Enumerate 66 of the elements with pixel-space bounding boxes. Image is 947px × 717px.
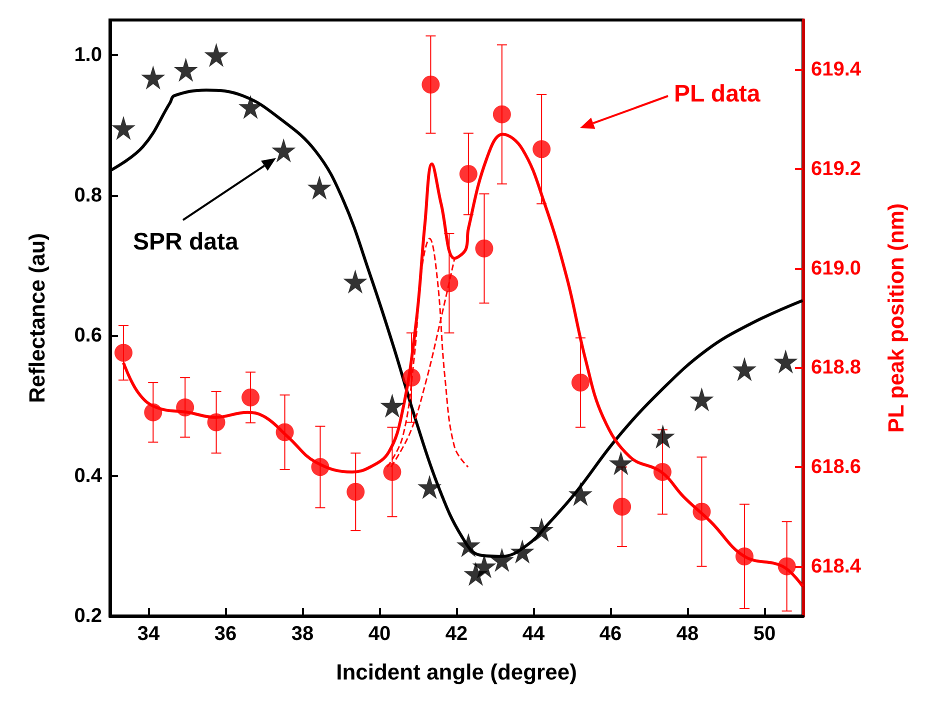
x-tick-label: 38 <box>291 623 314 645</box>
point <box>568 482 592 506</box>
point <box>272 138 296 162</box>
point <box>380 394 404 418</box>
x-tick-label: 40 <box>368 623 391 645</box>
y2-tick-label: 618.6 <box>811 456 862 478</box>
y-axis-title: Reflectance (au) <box>24 233 50 403</box>
x-tick-label: 36 <box>214 623 237 645</box>
x-tick-label: 34 <box>137 623 160 645</box>
point <box>692 502 711 521</box>
point <box>532 140 551 158</box>
point <box>111 116 136 140</box>
x-tick-label: 46 <box>599 623 622 645</box>
point <box>475 239 494 258</box>
point <box>242 388 260 406</box>
y2-tick-label: 618.8 <box>811 356 862 379</box>
point <box>207 413 226 432</box>
y2-tick-label: 619.4 <box>811 58 862 81</box>
point <box>732 357 756 382</box>
y-tick-label: 1.0 <box>74 44 102 66</box>
x-axis-title: Incident angle (degree) <box>336 660 577 684</box>
y-tick-label: 0.8 <box>74 184 102 206</box>
point <box>650 424 675 448</box>
point <box>422 76 440 94</box>
point <box>311 458 330 476</box>
point <box>774 349 798 374</box>
point <box>778 557 796 576</box>
x-tick-label: 50 <box>753 623 776 645</box>
point <box>492 105 511 124</box>
point <box>402 368 420 387</box>
point <box>276 423 294 442</box>
point <box>176 398 194 416</box>
point <box>490 548 514 572</box>
point <box>653 462 672 481</box>
y2-tick-label: 618.4 <box>811 555 862 578</box>
point <box>459 164 478 183</box>
x-tick-label: 42 <box>445 623 468 645</box>
annotation: SPR data <box>133 228 240 256</box>
point <box>141 65 166 90</box>
y2-tick-label: 619.2 <box>811 158 862 180</box>
y-tick-label: 0.2 <box>74 605 102 627</box>
annotation: PL data <box>674 80 761 108</box>
point <box>440 274 458 292</box>
point <box>346 482 365 501</box>
point <box>418 474 442 499</box>
y2-tick-label: 619.0 <box>811 257 862 280</box>
point <box>456 533 480 558</box>
point <box>736 547 754 566</box>
point <box>530 518 554 542</box>
point <box>690 387 714 412</box>
point <box>307 176 332 200</box>
point <box>608 451 633 476</box>
point <box>144 403 162 422</box>
point <box>204 43 228 68</box>
point <box>114 344 132 362</box>
point <box>510 539 534 564</box>
point <box>174 58 198 82</box>
point <box>383 462 402 481</box>
x-tick-label: 44 <box>522 623 546 645</box>
point <box>613 498 632 516</box>
point <box>343 270 368 294</box>
y-tick-label: 0.4 <box>74 464 103 487</box>
x-tick-label: 48 <box>676 623 699 645</box>
y2-axis-title: PL peak position (nm) <box>884 203 908 433</box>
y-tick-label: 0.6 <box>74 324 102 347</box>
point <box>571 374 590 392</box>
